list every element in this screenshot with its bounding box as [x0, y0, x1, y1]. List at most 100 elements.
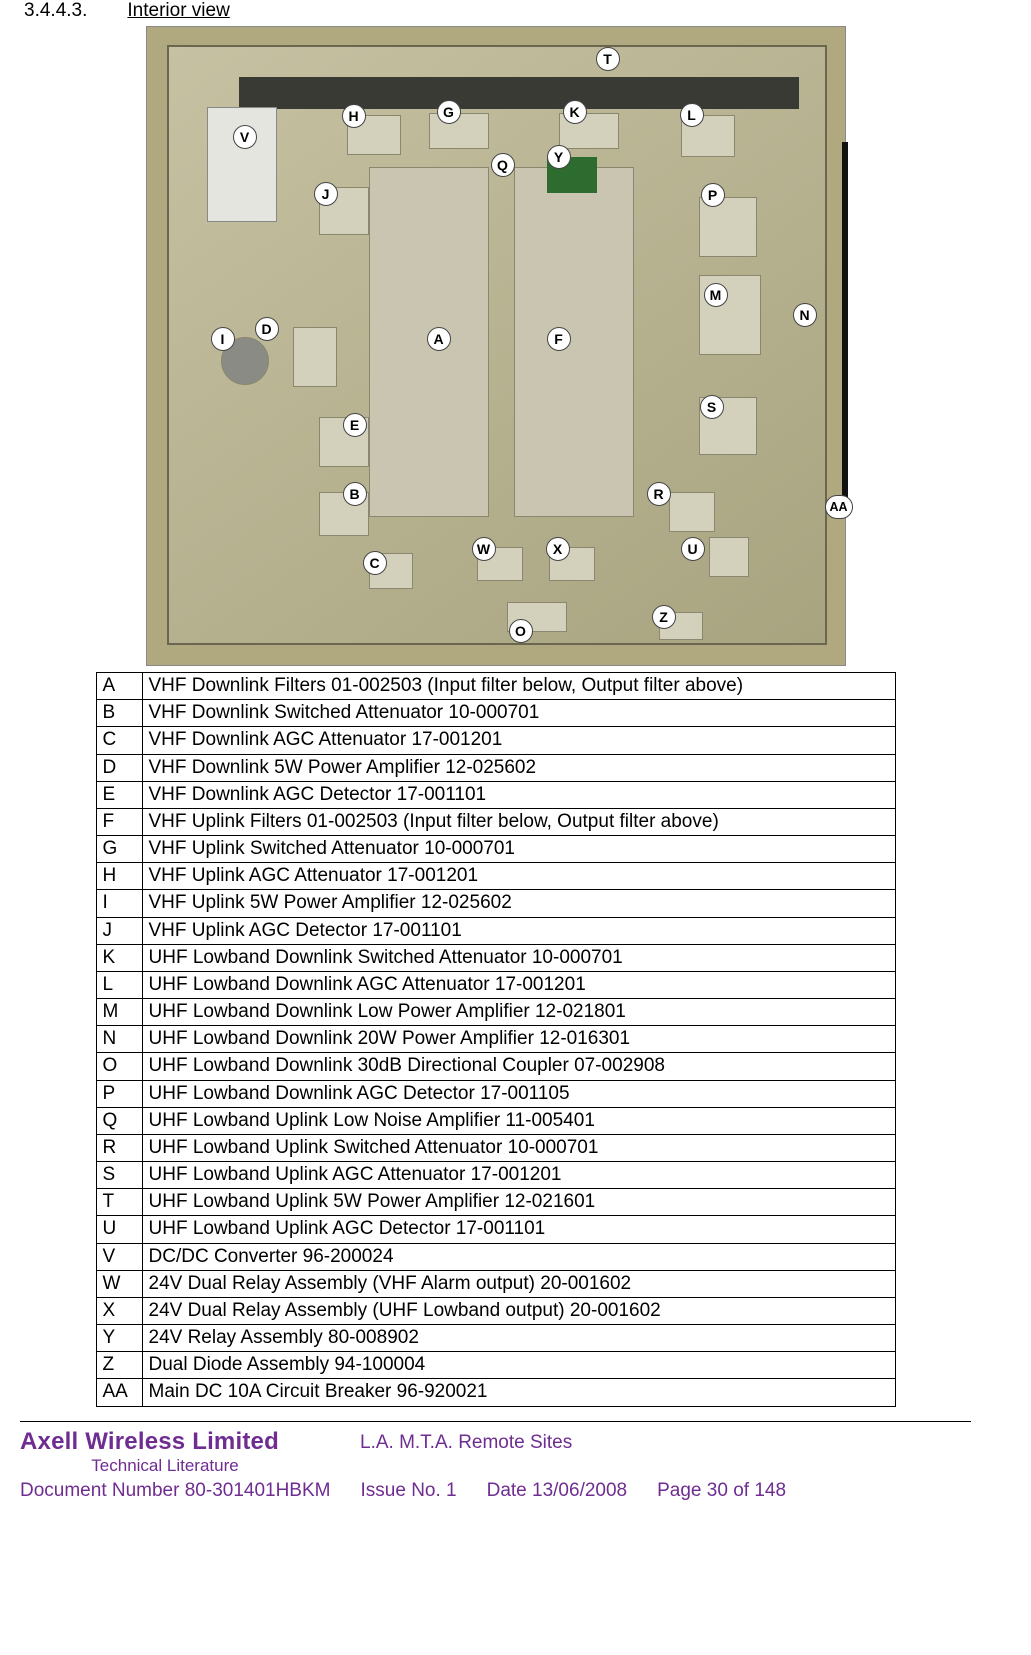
table-row: OUHF Lowband Downlink 30dB Directional C… — [96, 1053, 895, 1080]
module-p — [699, 197, 757, 257]
legend-key: AA — [96, 1379, 142, 1406]
footer-rule — [20, 1421, 971, 1422]
callout-aa: AA — [825, 495, 853, 519]
legend-key: N — [96, 1026, 142, 1053]
legend-desc: UHF Lowband Uplink AGC Detector 17-00110… — [142, 1216, 895, 1243]
legend-desc: VHF Uplink 5W Power Amplifier 12-025602 — [142, 890, 895, 917]
table-row: PUHF Lowband Downlink AGC Detector 17-00… — [96, 1080, 895, 1107]
callout-h: H — [342, 104, 366, 128]
legend-desc: UHF Lowband Downlink 30dB Directional Co… — [142, 1053, 895, 1080]
legend-key: H — [96, 863, 142, 890]
callout-i: I — [211, 327, 235, 351]
module-u — [709, 537, 749, 577]
legend-desc: UHF Lowband Downlink AGC Attenuator 17-0… — [142, 971, 895, 998]
legend-desc: VHF Uplink Switched Attenuator 10-000701 — [142, 836, 895, 863]
table-row: FVHF Uplink Filters 01-002503 (Input fil… — [96, 808, 895, 835]
callout-m: M — [704, 283, 728, 307]
legend-key: K — [96, 944, 142, 971]
legend-desc: UHF Lowband Uplink Switched Attenuator 1… — [142, 1134, 895, 1161]
parts-legend-table: AVHF Downlink Filters 01-002503 (Input f… — [96, 672, 896, 1407]
callout-d: D — [255, 317, 279, 341]
legend-key: O — [96, 1053, 142, 1080]
legend-desc: VHF Downlink Filters 01-002503 (Input fi… — [142, 673, 895, 700]
legend-desc: UHF Lowband Downlink 20W Power Amplifier… — [142, 1026, 895, 1053]
legend-desc: VHF Uplink AGC Attenuator 17-001201 — [142, 863, 895, 890]
table-row: AAMain DC 10A Circuit Breaker 96-920021 — [96, 1379, 895, 1406]
table-row: JVHF Uplink AGC Detector 17-001101 — [96, 917, 895, 944]
callout-e: E — [343, 413, 367, 437]
legend-desc: 24V Relay Assembly 80-008902 — [142, 1325, 895, 1352]
top-dark-strip — [239, 77, 799, 109]
legend-key: X — [96, 1297, 142, 1324]
footer-docline: Document Number 80-301401HBKM Issue No. … — [20, 1480, 971, 1502]
callout-s: S — [700, 395, 724, 419]
table-row: TUHF Lowband Uplink 5W Power Amplifier 1… — [96, 1189, 895, 1216]
table-row: ZDual Diode Assembly 94-100004 — [96, 1352, 895, 1379]
legend-desc: VHF Downlink 5W Power Amplifier 12-02560… — [142, 754, 895, 781]
table-row: MUHF Lowband Downlink Low Power Amplifie… — [96, 999, 895, 1026]
legend-key: M — [96, 999, 142, 1026]
legend-key: I — [96, 890, 142, 917]
legend-key: Z — [96, 1352, 142, 1379]
footer-sub: Technical Literature — [20, 1456, 310, 1476]
table-row: EVHF Downlink AGC Detector 17-001101 — [96, 781, 895, 808]
callout-f: F — [547, 327, 571, 351]
figure-wrapper: TVHGKLQYJPDIAFMNESBRAACWXUOZ — [20, 26, 971, 666]
footer-date: Date 13/06/2008 — [487, 1480, 628, 1502]
table-row: HVHF Uplink AGC Attenuator 17-001201 — [96, 863, 895, 890]
legend-desc: UHF Lowband Downlink AGC Detector 17-001… — [142, 1080, 895, 1107]
page-footer: Axell Wireless Limited Technical Literat… — [20, 1428, 971, 1476]
table-row: NUHF Lowband Downlink 20W Power Amplifie… — [96, 1026, 895, 1053]
legend-key: C — [96, 727, 142, 754]
table-row: CVHF Downlink AGC Attenuator 17-001201 — [96, 727, 895, 754]
psu-module — [207, 107, 277, 222]
legend-key: E — [96, 781, 142, 808]
table-row: VDC/DC Converter 96-200024 — [96, 1243, 895, 1270]
footer-project: L.A. M.T.A. Remote Sites — [360, 1428, 971, 1476]
table-row: X24V Dual Relay Assembly (UHF Lowband ou… — [96, 1297, 895, 1324]
legend-desc: VHF Downlink AGC Attenuator 17-001201 — [142, 727, 895, 754]
legend-desc: Main DC 10A Circuit Breaker 96-920021 — [142, 1379, 895, 1406]
legend-key: T — [96, 1189, 142, 1216]
legend-desc: UHF Lowband Uplink Low Noise Amplifier 1… — [142, 1107, 895, 1134]
legend-desc: UHF Lowband Uplink 5W Power Amplifier 12… — [142, 1189, 895, 1216]
callout-k: K — [563, 100, 587, 124]
table-row: IVHF Uplink 5W Power Amplifier 12-025602 — [96, 890, 895, 917]
legend-desc: UHF Lowband Uplink AGC Attenuator 17-001… — [142, 1162, 895, 1189]
enclosure-box — [167, 45, 827, 645]
legend-key: F — [96, 808, 142, 835]
module-d — [293, 327, 337, 387]
legend-desc: VHF Downlink Switched Attenuator 10-0007… — [142, 700, 895, 727]
legend-desc: DC/DC Converter 96-200024 — [142, 1243, 895, 1270]
table-row: BVHF Downlink Switched Attenuator 10-000… — [96, 700, 895, 727]
callout-j: J — [314, 182, 338, 206]
legend-desc: 24V Dual Relay Assembly (UHF Lowband out… — [142, 1297, 895, 1324]
legend-desc: UHF Lowband Downlink Low Power Amplifier… — [142, 999, 895, 1026]
footer-docnum: Document Number 80-301401HBKM — [20, 1480, 331, 1502]
table-row: SUHF Lowband Uplink AGC Attenuator 17-00… — [96, 1162, 895, 1189]
section-title: Interior view — [127, 0, 229, 22]
callout-z: Z — [652, 605, 676, 629]
table-row: UUHF Lowband Uplink AGC Detector 17-0011… — [96, 1216, 895, 1243]
legend-key: D — [96, 754, 142, 781]
legend-key: S — [96, 1162, 142, 1189]
callout-q: Q — [491, 153, 515, 177]
table-row: GVHF Uplink Switched Attenuator 10-00070… — [96, 836, 895, 863]
legend-desc: UHF Lowband Downlink Switched Attenuator… — [142, 944, 895, 971]
legend-key: A — [96, 673, 142, 700]
section-header: 3.4.4.3. Interior view — [20, 0, 971, 22]
legend-key: Y — [96, 1325, 142, 1352]
interior-view-figure: TVHGKLQYJPDIAFMNESBRAACWXUOZ — [146, 26, 846, 666]
callout-c: C — [363, 551, 387, 575]
legend-desc: 24V Dual Relay Assembly (VHF Alarm outpu… — [142, 1270, 895, 1297]
legend-desc: VHF Uplink AGC Detector 17-001101 — [142, 917, 895, 944]
footer-brand: Axell Wireless Limited — [20, 1428, 350, 1456]
callout-v: V — [233, 125, 257, 149]
callout-r: R — [647, 482, 671, 506]
side-strip — [842, 142, 848, 502]
table-row: QUHF Lowband Uplink Low Noise Amplifier … — [96, 1107, 895, 1134]
legend-key: Q — [96, 1107, 142, 1134]
callout-t: T — [596, 47, 620, 71]
legend-key: P — [96, 1080, 142, 1107]
callout-o: O — [509, 619, 533, 643]
